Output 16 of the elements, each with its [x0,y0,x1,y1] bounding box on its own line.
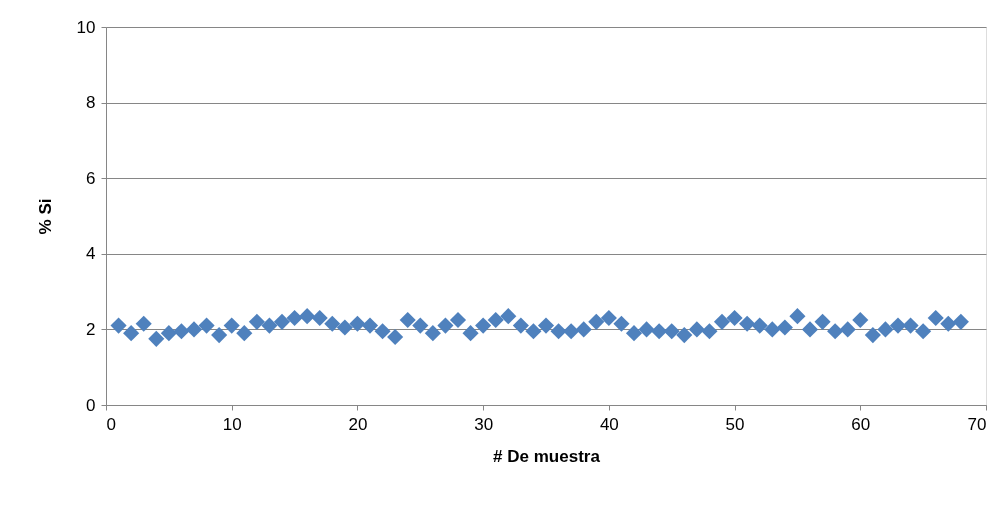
y-tick-label: 10 [76,17,96,37]
y-tick-label: 0 [86,395,96,415]
y-tick-label: 6 [86,168,96,188]
y-tick-label: 4 [86,244,96,264]
x-tick-label: 10 [222,414,242,434]
x-tick-label: 20 [348,414,368,434]
x-axis-title: # De muestra [493,446,601,466]
y-tick-label: 2 [86,319,96,339]
y-axis-title: % Si [35,198,55,235]
x-tick-label: 50 [725,414,745,434]
y-tick-label: 8 [86,93,96,113]
x-tick-label: 70 [967,414,987,434]
x-tick-label: 30 [474,414,494,434]
x-tick-label: 40 [599,414,619,434]
x-tick-label: 0 [106,414,116,434]
x-tick-label: 60 [851,414,871,434]
